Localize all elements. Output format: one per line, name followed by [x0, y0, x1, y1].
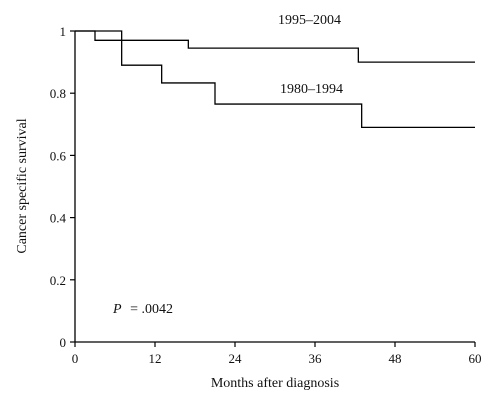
x-tick-label: 48	[389, 351, 402, 366]
x-tick-label: 36	[309, 351, 323, 366]
series-group	[75, 30, 475, 129]
y-tick-label: 0.6	[50, 148, 67, 163]
labels-group: 1995–2004 1980–1994	[278, 13, 343, 97]
y-tick-label: 0.8	[50, 86, 66, 101]
axes: 0 0.2 0.4 0.6 0.8 1 0 12 24 36 48 60	[50, 24, 482, 366]
series-line-2	[75, 30, 475, 129]
series-label-1: 1995–2004	[278, 13, 341, 28]
y-tick-label: 0.2	[50, 273, 66, 288]
y-tick-label: 0.4	[50, 211, 67, 226]
x-tick-label: 12	[149, 351, 162, 366]
p-value-symbol: P	[112, 302, 122, 317]
p-value-annotation: P = .0042	[112, 302, 173, 317]
x-tick-label: 0	[72, 351, 79, 366]
y-axis-title: Cancer specific survival	[15, 118, 30, 253]
x-tick-label: 24	[229, 351, 243, 366]
y-tick-label: 1	[60, 24, 67, 39]
x-tick-label: 60	[469, 351, 482, 366]
p-value-text: = .0042	[130, 302, 173, 317]
x-axis-title: Months after diagnosis	[211, 376, 339, 391]
series-label-2: 1980–1994	[280, 82, 343, 97]
y-tick-label: 0	[60, 335, 67, 350]
series-line-1	[75, 30, 475, 63]
